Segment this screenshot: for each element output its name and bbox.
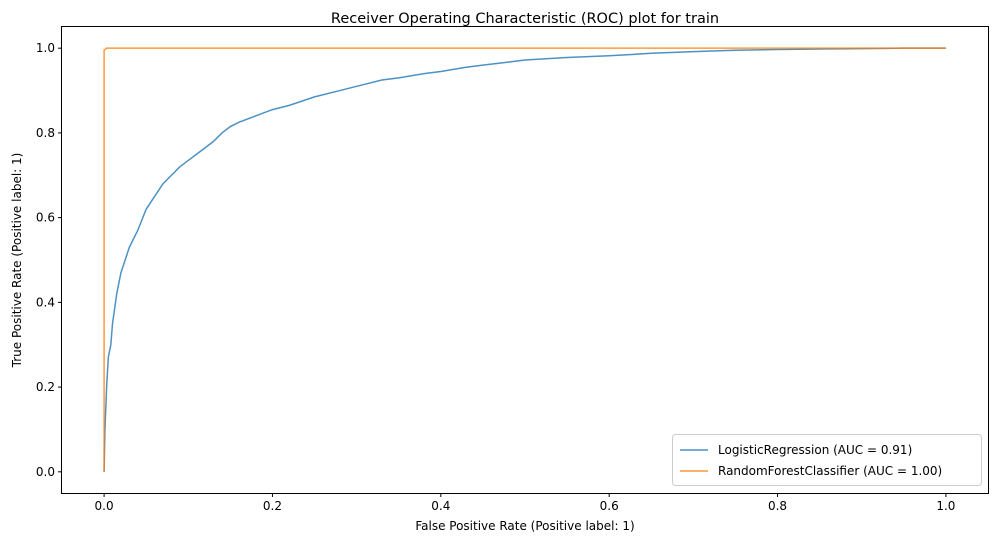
legend: LogisticRegression (AUC = 0.91) RandomFo… <box>672 434 982 486</box>
roc-curve-logistic-regression <box>103 47 946 472</box>
y-tick-label: 0.2 <box>36 380 55 394</box>
plot-frame <box>61 26 989 494</box>
y-tick-label: 1.0 <box>36 41 55 55</box>
x-tick-label: 0.0 <box>95 499 114 513</box>
legend-box <box>672 434 982 486</box>
legend-label-logistic-regression: LogisticRegression (AUC = 0.91) <box>718 443 912 457</box>
y-tick-label: 0.6 <box>36 211 55 225</box>
x-axis-label: False Positive Rate (Positive label: 1) <box>415 519 634 533</box>
y-axis-label: True Positive Rate (Positive label: 1) <box>10 153 24 369</box>
x-tick-label: 0.6 <box>600 499 619 513</box>
chart-title: Receiver Operating Characteristic (ROC) … <box>331 11 719 27</box>
roc-curve-random-forest <box>103 47 946 472</box>
x-tick-label: 1.0 <box>936 499 955 513</box>
plot-lines <box>103 47 946 472</box>
x-tick-label: 0.2 <box>263 499 282 513</box>
y-tick-label: 0.4 <box>36 295 55 309</box>
y-tick-label: 0.0 <box>36 465 55 479</box>
legend-label-random-forest: RandomForestClassifier (AUC = 1.00) <box>718 464 942 478</box>
x-axis-ticks: 0.0 0.2 0.4 0.6 0.8 1.0 <box>95 493 955 513</box>
y-axis-ticks: 0.0 0.2 0.4 0.6 0.8 1.0 <box>36 41 62 479</box>
x-tick-label: 0.4 <box>431 499 450 513</box>
y-tick-label: 0.8 <box>36 126 55 140</box>
x-tick-label: 0.8 <box>768 499 787 513</box>
